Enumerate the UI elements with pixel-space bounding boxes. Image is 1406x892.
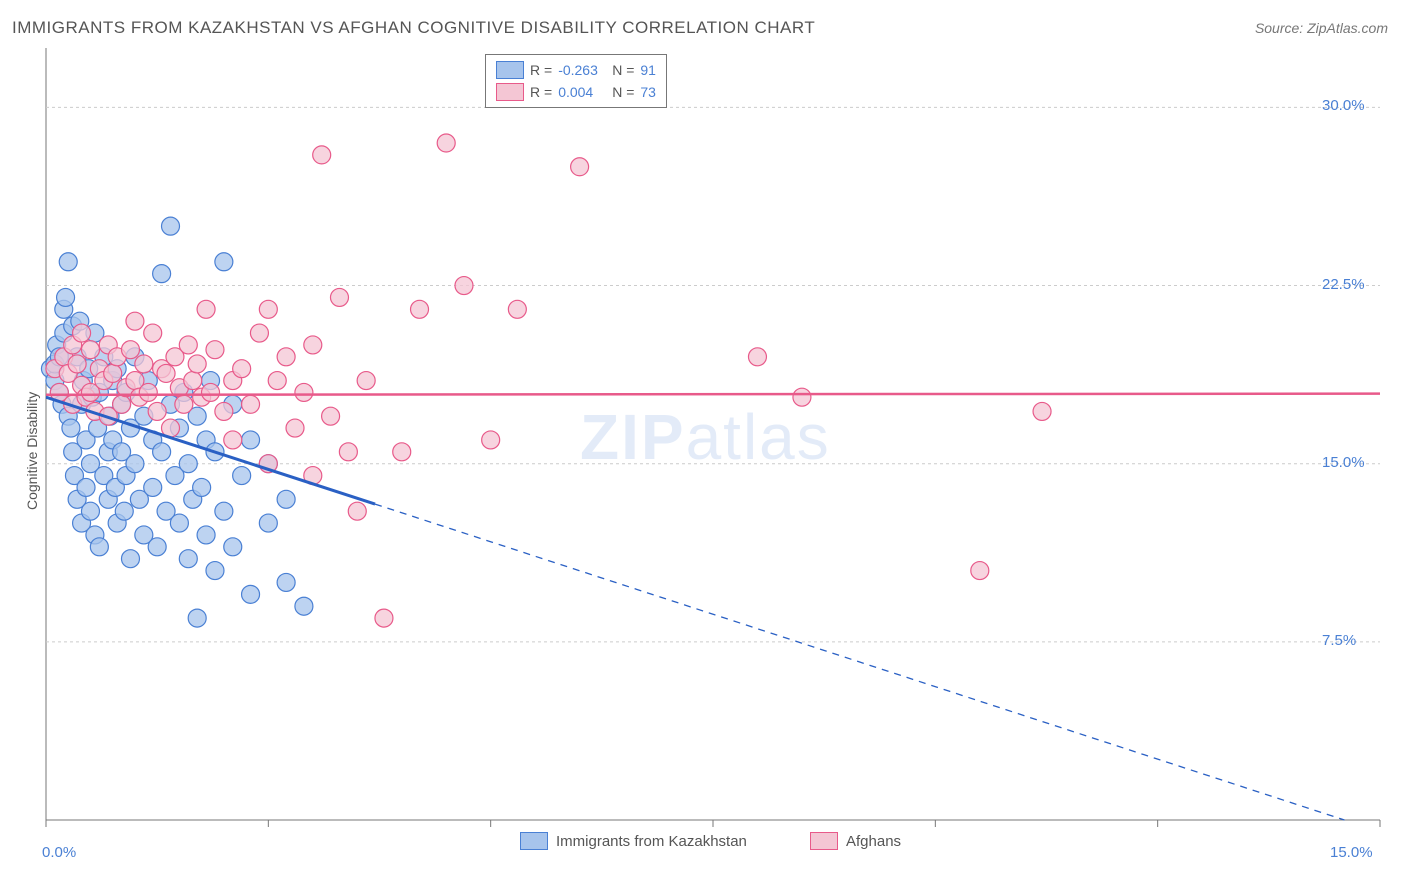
- series-legend-b: Afghans: [810, 832, 901, 850]
- r-label-b: R =: [530, 84, 552, 100]
- y-tick-label: 30.0%: [1322, 97, 1365, 114]
- y-tick-label: 22.5%: [1322, 276, 1365, 293]
- y-tick-label: 7.5%: [1322, 632, 1356, 649]
- swatch-a2: [520, 832, 548, 850]
- x-origin-label: 0.0%: [42, 844, 76, 861]
- n-label-b: N =: [612, 84, 634, 100]
- series-a-label: Immigrants from Kazakhstan: [556, 833, 747, 850]
- r-value-a: -0.263: [558, 62, 606, 78]
- series-legend-a: Immigrants from Kazakhstan: [520, 832, 747, 850]
- stats-row-a: R = -0.263 N = 91: [496, 59, 656, 81]
- n-label-a: N =: [612, 62, 634, 78]
- r-value-b: 0.004: [558, 84, 606, 100]
- y-tick-label: 15.0%: [1322, 454, 1365, 471]
- n-value-b: 73: [640, 84, 656, 100]
- chart-canvas: [0, 0, 1406, 892]
- swatch-b2: [810, 832, 838, 850]
- r-label-a: R =: [530, 62, 552, 78]
- stats-row-b: R = 0.004 N = 73: [496, 81, 656, 103]
- n-value-a: 91: [640, 62, 656, 78]
- y-axis-label: Cognitive Disability: [24, 392, 40, 510]
- swatch-a: [496, 61, 524, 79]
- x-end-label: 15.0%: [1330, 844, 1373, 861]
- series-b-label: Afghans: [846, 833, 901, 850]
- swatch-b: [496, 83, 524, 101]
- stats-legend: R = -0.263 N = 91 R = 0.004 N = 73: [485, 54, 667, 108]
